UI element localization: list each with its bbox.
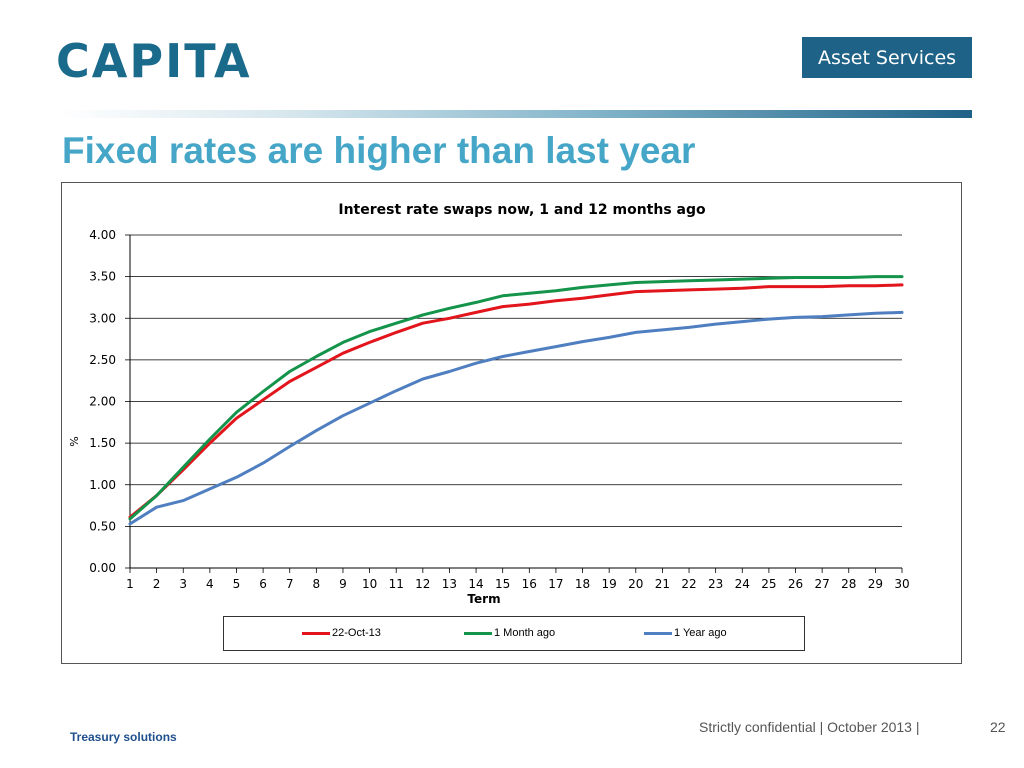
- chart-legend: 22-Oct-13 1 Month ago 1 Year ago: [223, 616, 805, 651]
- slide-title: Fixed rates are higher than last year: [62, 130, 696, 171]
- legend-swatch-red: [302, 631, 330, 635]
- footer-section-label: Treasury solutions: [70, 730, 177, 744]
- capita-logo: CAPITA: [56, 34, 252, 88]
- x-tick-label: 1: [126, 577, 134, 591]
- chart-container: Interest rate swaps now, 1 and 12 months…: [61, 182, 962, 664]
- x-tick-label: 20: [628, 577, 643, 591]
- legend-label: 1 Month ago: [494, 627, 556, 639]
- line-chart: Interest rate swaps now, 1 and 12 months…: [68, 202, 910, 606]
- x-tick-label: 7: [286, 577, 294, 591]
- y-tick-label: 0.00: [89, 561, 116, 575]
- x-tick-label: 19: [602, 577, 617, 591]
- x-tick-label: 30: [894, 577, 909, 591]
- legend-label: 1 Year ago: [674, 627, 727, 639]
- chart-title: Interest rate swaps now, 1 and 12 months…: [338, 202, 706, 218]
- page-number: 22: [990, 719, 1006, 735]
- x-tick-label: 23: [708, 577, 723, 591]
- y-tick-label: 1.50: [89, 436, 116, 450]
- x-tick-label: 15: [495, 577, 510, 591]
- header-divider: [60, 110, 972, 118]
- series-line-22-oct-13: [128, 283, 904, 519]
- legend-item-22-oct-13: 22-Oct-13: [302, 627, 381, 639]
- x-tick-label: 11: [389, 577, 404, 591]
- x-tick-label: 10: [362, 577, 377, 591]
- legend-item-1-year-ago: 1 Year ago: [644, 627, 727, 639]
- x-axis-label: Term: [467, 592, 500, 606]
- y-axis-label: %: [68, 436, 81, 446]
- x-tick-label: 27: [814, 577, 829, 591]
- x-tick-label: 26: [788, 577, 803, 591]
- x-tick-label: 2: [153, 577, 161, 591]
- x-tick-label: 6: [259, 577, 267, 591]
- legend-item-1-month-ago: 1 Month ago: [464, 627, 555, 639]
- footer-confidentiality: Strictly confidential | October 2013 |: [699, 719, 920, 735]
- x-tick-label: 24: [735, 577, 750, 591]
- x-tick-label: 28: [841, 577, 856, 591]
- asset-services-badge: Asset Services: [802, 37, 972, 78]
- y-tick-label: 4.00: [89, 228, 116, 242]
- y-tick-label: 0.50: [89, 519, 116, 533]
- y-tick-label: 1.00: [89, 478, 116, 492]
- y-tick-label: 2.50: [89, 353, 116, 367]
- legend-swatch-green: [464, 631, 492, 635]
- legend-label: 22-Oct-13: [332, 627, 381, 639]
- x-tick-label: 21: [655, 577, 670, 591]
- y-tick-label: 2.00: [89, 395, 116, 409]
- x-tick-label: 14: [468, 577, 483, 591]
- series-line-1-year-ago: [128, 310, 904, 526]
- x-tick-label: 18: [575, 577, 590, 591]
- x-tick-label: 8: [313, 577, 321, 591]
- x-tick-label: 5: [233, 577, 241, 591]
- x-tick-label: 25: [761, 577, 776, 591]
- x-tick-label: 17: [548, 577, 563, 591]
- x-tick-label: 4: [206, 577, 214, 591]
- y-tick-label: 3.50: [89, 270, 116, 284]
- x-tick-label: 9: [339, 577, 347, 591]
- x-tick-label: 16: [522, 577, 537, 591]
- y-tick-label: 3.00: [89, 311, 116, 325]
- x-tick-label: 3: [179, 577, 187, 591]
- x-tick-label: 22: [681, 577, 696, 591]
- x-tick-label: 13: [442, 577, 457, 591]
- x-tick-label: 12: [415, 577, 430, 591]
- x-tick-label: 29: [868, 577, 883, 591]
- series-line-1-month-ago: [128, 275, 904, 521]
- legend-swatch-blue: [644, 631, 672, 635]
